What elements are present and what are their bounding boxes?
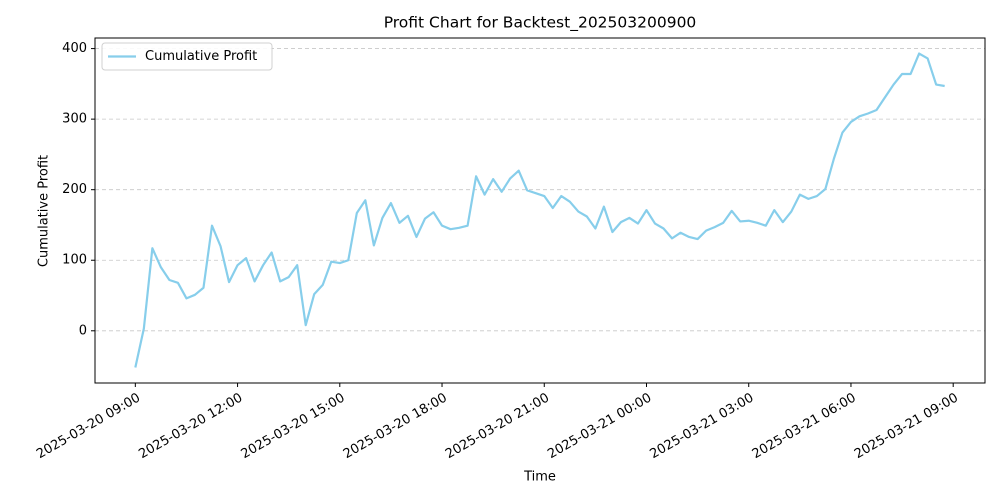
legend: Cumulative Profit xyxy=(101,42,273,71)
plot-frame xyxy=(94,37,986,384)
y-tick-label: 0 xyxy=(79,323,87,338)
legend-box xyxy=(101,42,273,71)
y-tick-label: 300 xyxy=(62,112,87,127)
x-axis-label: Time xyxy=(523,470,556,485)
legend-label: Cumulative Profit xyxy=(145,49,257,64)
y-tick-label: 400 xyxy=(62,41,87,56)
chart-title: Profit Chart for Backtest_202503200900 xyxy=(384,14,697,33)
y-tick-label: 200 xyxy=(62,182,87,197)
y-axis-label: Cumulative Profit xyxy=(37,155,52,267)
y-tick-label: 100 xyxy=(62,253,87,268)
data-line xyxy=(134,52,945,368)
